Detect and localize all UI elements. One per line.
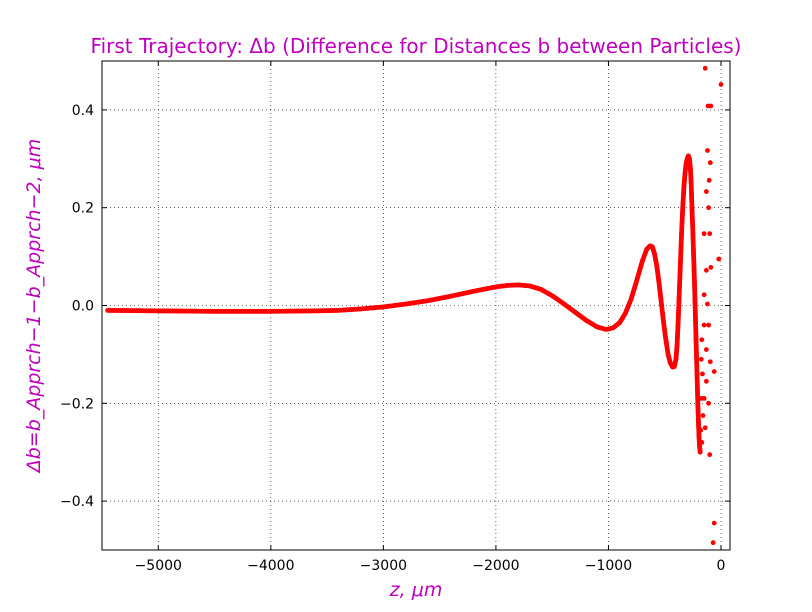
data-point xyxy=(707,359,713,365)
data-point xyxy=(706,322,712,328)
data-point xyxy=(700,371,705,377)
data-point xyxy=(706,205,712,211)
data-point xyxy=(706,177,712,183)
data-point xyxy=(699,337,705,343)
data-point xyxy=(708,103,714,109)
data-point xyxy=(702,65,708,71)
data-point xyxy=(711,520,717,526)
x-tick-label: −3000 xyxy=(360,558,407,574)
data-point xyxy=(703,378,709,384)
x-axis-label: z, μm xyxy=(389,579,443,601)
data-point xyxy=(706,400,712,406)
data-point xyxy=(701,292,707,298)
data-point xyxy=(701,322,707,328)
y-tick-label: −0.4 xyxy=(60,494,94,510)
data-point xyxy=(698,356,704,362)
data-point xyxy=(698,427,704,433)
y-tick-label: 0.0 xyxy=(72,299,94,315)
data-point xyxy=(705,148,710,153)
y-tick-labels: −0.4 −0.2 0.0 0.2 0.4 xyxy=(60,103,94,510)
data-point xyxy=(705,301,710,307)
data-point xyxy=(710,540,716,546)
x-tick-label: −1000 xyxy=(585,558,632,574)
x-tick-label: −2000 xyxy=(472,558,519,574)
data-point xyxy=(701,396,707,401)
data-point xyxy=(702,425,708,431)
data-point xyxy=(707,231,713,237)
x-tick-label: −5000 xyxy=(135,558,182,574)
data-point xyxy=(700,413,706,418)
data-point xyxy=(718,82,724,87)
x-tick-label: −4000 xyxy=(247,558,294,574)
data-point xyxy=(707,160,713,166)
x-tick-label: 0 xyxy=(717,558,726,574)
data-point xyxy=(703,347,709,352)
y-tick-label: 0.4 xyxy=(72,103,94,119)
plot-frame xyxy=(101,60,731,551)
y-tick-label: 0.2 xyxy=(72,201,94,217)
data-point xyxy=(708,264,714,270)
chart-title: First Trajectory: Δb (Difference for Dis… xyxy=(91,34,742,58)
y-tick-label: −0.2 xyxy=(60,396,94,412)
data-points xyxy=(105,65,724,546)
grid-lines xyxy=(102,61,730,550)
data-point xyxy=(701,231,707,237)
data-point xyxy=(703,189,709,194)
data-point xyxy=(707,452,713,458)
data-point xyxy=(716,256,722,262)
y-axis-label: Δb=b_Apprch−1−b_Apprch−2, μm xyxy=(23,139,45,475)
data-point xyxy=(699,440,705,445)
data-point xyxy=(703,267,709,273)
data-point xyxy=(697,447,703,453)
data-point xyxy=(711,369,717,374)
x-tick-labels: −5000 −4000 −3000 −2000 −1000 0 xyxy=(135,558,726,574)
axis-ticks xyxy=(102,61,730,550)
